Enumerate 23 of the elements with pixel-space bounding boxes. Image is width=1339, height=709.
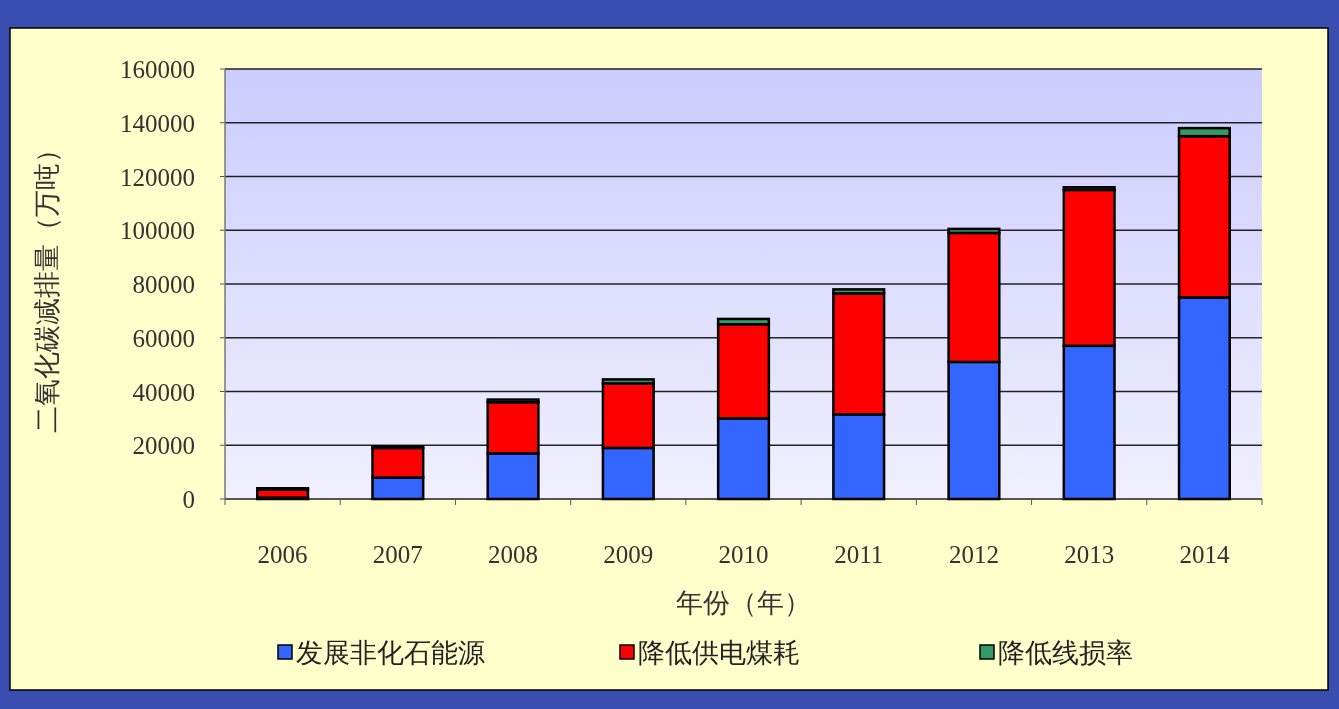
- x-tick-label: 2014: [1179, 541, 1230, 568]
- y-tick-label: 0: [182, 486, 195, 513]
- y-tick-label: 60000: [132, 324, 195, 352]
- y-tick-label: 20000: [132, 432, 195, 460]
- y-tick-label: 40000: [132, 378, 195, 406]
- y-tick-label: 100000: [120, 217, 195, 245]
- x-tick-label: 2011: [834, 541, 884, 568]
- x-tick-label: 2009: [603, 541, 654, 568]
- legend-label: 降低供电煤耗: [638, 638, 800, 668]
- x-tick-label: 2013: [1064, 541, 1115, 568]
- x-tick-label: 2008: [488, 541, 539, 568]
- y-axis-title: 二氧化碳减排量（万吨）: [32, 135, 62, 433]
- y-tick-label: 160000: [120, 56, 195, 83]
- y-tick-label: 80000: [132, 271, 195, 298]
- y-tick-label: 140000: [120, 109, 195, 137]
- y-tick-label: 120000: [120, 163, 195, 191]
- legend-label: 发展非化石能源: [296, 638, 485, 668]
- x-tick-label: 2012: [948, 541, 999, 568]
- legend-label: 降低线损率: [998, 638, 1133, 668]
- x-tick-label: 2006: [257, 541, 308, 568]
- x-axis-title: 年份（年）: [676, 588, 811, 618]
- x-tick-label: 2010: [718, 541, 769, 568]
- x-tick-label: 2007: [372, 541, 423, 568]
